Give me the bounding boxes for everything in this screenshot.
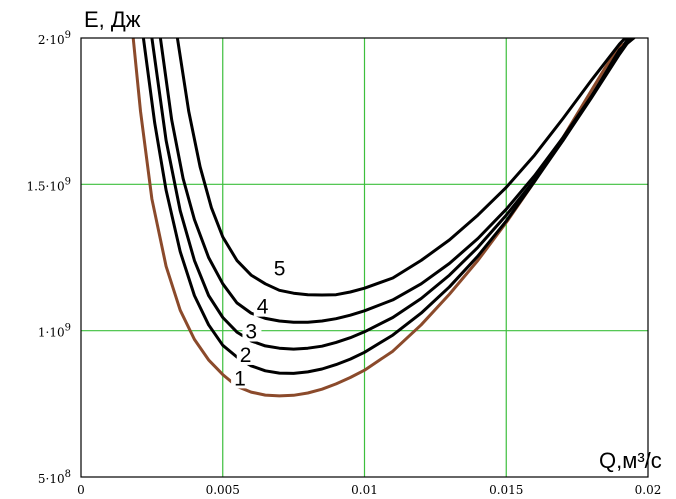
x-tick-label: 0.02	[635, 483, 662, 497]
curve-label-5: 5	[274, 258, 286, 281]
y-axis-label: E, Дж	[84, 7, 141, 32]
curve-label-bg	[253, 295, 273, 317]
x-tick-labels: 0 0.005 0.01 0.015 0.02	[77, 483, 661, 497]
curve-label-bg	[236, 343, 256, 365]
x-axis-label: Q,м³/с	[599, 448, 662, 473]
curve-label-3: 3	[245, 321, 257, 344]
series-3-line	[150, 38, 633, 351]
y-tick-label: 1·109	[38, 323, 71, 340]
y-tick-label: 5·108	[38, 469, 71, 486]
series-4-line	[158, 38, 630, 324]
y-tick-label: 1.5·109	[26, 176, 71, 193]
x-tick-label: 0	[77, 483, 85, 497]
curve-label-1: 1	[234, 367, 246, 390]
plot-frame	[80, 37, 649, 478]
series-5-line	[175, 38, 627, 297]
curve-label-4: 4	[257, 296, 269, 319]
curve-label-bg	[270, 257, 290, 279]
x-tick-label: 0.015	[489, 483, 523, 497]
y-tick-label: 2·109	[38, 30, 71, 47]
series-2-line	[141, 38, 636, 375]
grid	[81, 38, 648, 477]
series-layer	[131, 38, 636, 398]
x-tick-label: 0.01	[351, 483, 378, 497]
curve-label-bg	[242, 320, 262, 342]
x-tick-label: 0.005	[206, 483, 240, 497]
curve-label-2: 2	[240, 344, 252, 367]
y-tick-labels: 5·108 1·109 1.5·109 2·109	[26, 30, 71, 486]
curve-label-bg	[231, 367, 251, 389]
